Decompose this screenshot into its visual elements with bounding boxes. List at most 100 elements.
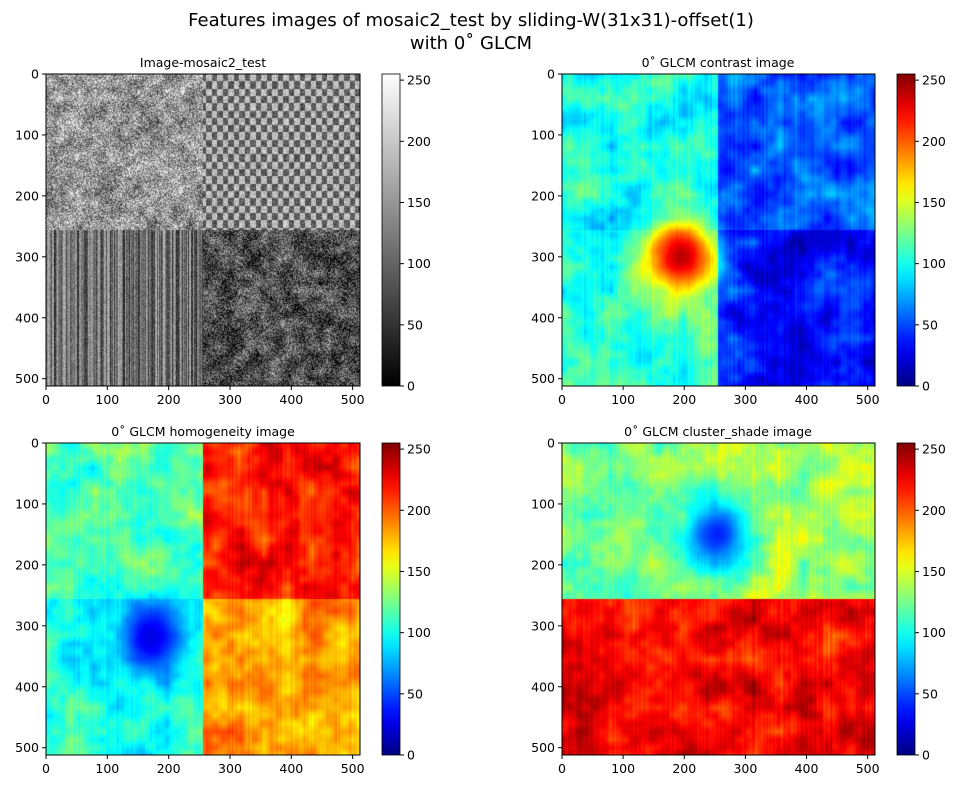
y-tick-label: 100 — [531, 127, 555, 142]
x-tick-label: 300 — [733, 761, 757, 776]
colorbar-tick-label: 0 — [407, 379, 415, 394]
x-tick-label: 400 — [795, 761, 819, 776]
y-tick-label: 100 — [15, 127, 39, 142]
y-tick-label: 300 — [15, 618, 39, 633]
colorbar-tick-label: 250 — [922, 442, 946, 457]
y-tick-label: 400 — [15, 310, 39, 325]
panel-contrast-image: 0˚ GLCM contrast image 0 100 200 300 400 5000… — [531, 55, 946, 407]
colorbar-tick-label: 100 — [407, 256, 431, 271]
panel-original-image: Image-mosaic2_test 0 100 200 300 400 50001002… — [15, 55, 431, 407]
y-tick-label: 100 — [15, 496, 39, 511]
colorbar-tick-label: 50 — [922, 317, 938, 332]
colorbar-ticks-homogeneity: 0 50 100 150 200 250 — [400, 442, 431, 763]
panel-cluster-shade-image: 0˚ GLCM cluster_shade image 0 100 200 300 40… — [531, 424, 946, 776]
colorbar-tick-label: 0 — [922, 379, 930, 394]
colorbar-tick-label: 50 — [922, 686, 938, 701]
colorbar-tick-label: 100 — [922, 625, 946, 640]
heatmap-original-image — [46, 74, 360, 386]
y-tick-label: 400 — [531, 679, 555, 694]
x-tick-label: 200 — [672, 392, 696, 407]
axes-frame-contrast — [561, 73, 876, 387]
x-tick-label: 200 — [157, 761, 181, 776]
panel-title-homogeneity: 0˚ GLCM homogeneity image — [111, 424, 295, 439]
panel-homogeneity-image: 0˚ GLCM homogeneity image 0 100 200 300 400 5… — [15, 424, 431, 776]
x-tick-label: 200 — [157, 392, 181, 407]
colorbar-tick-label: 0 — [407, 748, 415, 763]
axes-frame-original — [45, 73, 361, 387]
y-tick-label: 0 — [547, 67, 555, 82]
x-tick-label: 300 — [218, 392, 242, 407]
y-tick-label: 500 — [531, 371, 555, 386]
panel-title-cluster-shade: 0˚ GLCM cluster_shade image — [624, 424, 812, 439]
y-tick-label: 200 — [15, 188, 39, 203]
colorbar-tick-label: 200 — [407, 503, 431, 518]
x-tick-label: 300 — [218, 761, 242, 776]
colorbar-ticks-original: 0 50 100 150 200 250 — [400, 73, 431, 394]
heatmap-contrast — [562, 74, 875, 386]
colorbar-tick-label: 0 — [922, 748, 930, 763]
colorbar-contrast — [896, 73, 916, 387]
colorbar-cluster-shade — [896, 442, 916, 756]
x-tick-label: 500 — [856, 761, 880, 776]
colorbar-tick-label: 200 — [922, 134, 946, 149]
colorbar-tick-label: 50 — [407, 317, 423, 332]
y-tick-label: 300 — [15, 249, 39, 264]
colorbar-tick-label: 100 — [922, 256, 946, 271]
y-tick-label: 500 — [15, 740, 39, 755]
colorbar-homogeneity — [381, 442, 401, 756]
x-tick-label: 0 — [558, 392, 566, 407]
heatmap-homogeneity — [46, 443, 360, 755]
x-tick-label: 0 — [42, 392, 50, 407]
x-tick-label: 100 — [95, 761, 119, 776]
colorbar-tick-label: 250 — [407, 442, 431, 457]
x-tick-label: 500 — [856, 392, 880, 407]
x-tick-label: 300 — [733, 392, 757, 407]
y-tick-label: 0 — [31, 436, 39, 451]
y-tick-label: 500 — [15, 371, 39, 386]
colorbar-tick-label: 250 — [407, 73, 431, 88]
x-tick-label: 400 — [279, 392, 303, 407]
x-tick-label: 100 — [611, 392, 635, 407]
figure-title-line2: with 0˚ GLCM — [410, 33, 532, 54]
x-tick-label: 100 — [95, 392, 119, 407]
y-tick-label: 0 — [547, 436, 555, 451]
y-tick-label: 200 — [531, 188, 555, 203]
colorbar-tick-label: 50 — [407, 686, 423, 701]
colorbar-ticks-contrast: 0 50 100 150 200 250 — [915, 73, 946, 394]
colorbar-tick-label: 250 — [922, 73, 946, 88]
colorbar-tick-label: 150 — [407, 195, 431, 210]
x-tick-label: 500 — [341, 392, 365, 407]
x-tick-label: 100 — [611, 761, 635, 776]
colorbar-tick-label: 100 — [407, 625, 431, 640]
y-tick-label: 200 — [15, 557, 39, 572]
x-tick-label: 500 — [341, 761, 365, 776]
x-tick-label: 0 — [558, 761, 566, 776]
heatmap-cluster-shade — [562, 443, 875, 755]
colorbar-tick-label: 150 — [407, 564, 431, 579]
colorbar-tick-label: 150 — [922, 564, 946, 579]
axes-frame-homogeneity — [45, 442, 361, 756]
colorbar-tick-label: 200 — [407, 134, 431, 149]
axes-frame-cluster-shade — [561, 442, 876, 756]
y-tick-label: 400 — [531, 310, 555, 325]
panel-title-original: Image-mosaic2_test — [140, 55, 266, 70]
y-tick-label: 200 — [531, 557, 555, 572]
y-tick-label: 500 — [531, 740, 555, 755]
y-tick-label: 300 — [531, 249, 555, 264]
y-tick-label: 0 — [31, 67, 39, 82]
y-tick-label: 400 — [15, 679, 39, 694]
x-tick-label: 200 — [672, 761, 696, 776]
colorbar-ticks-cluster-shade: 0 50 100 150 200 250 — [915, 442, 946, 763]
y-tick-label: 300 — [531, 618, 555, 633]
panel-title-contrast: 0˚ GLCM contrast image — [642, 55, 795, 70]
colorbar-tick-label: 200 — [922, 503, 946, 518]
x-tick-label: 400 — [279, 761, 303, 776]
x-tick-label: 0 — [42, 761, 50, 776]
x-tick-label: 400 — [795, 392, 819, 407]
colorbar-original — [381, 73, 401, 387]
